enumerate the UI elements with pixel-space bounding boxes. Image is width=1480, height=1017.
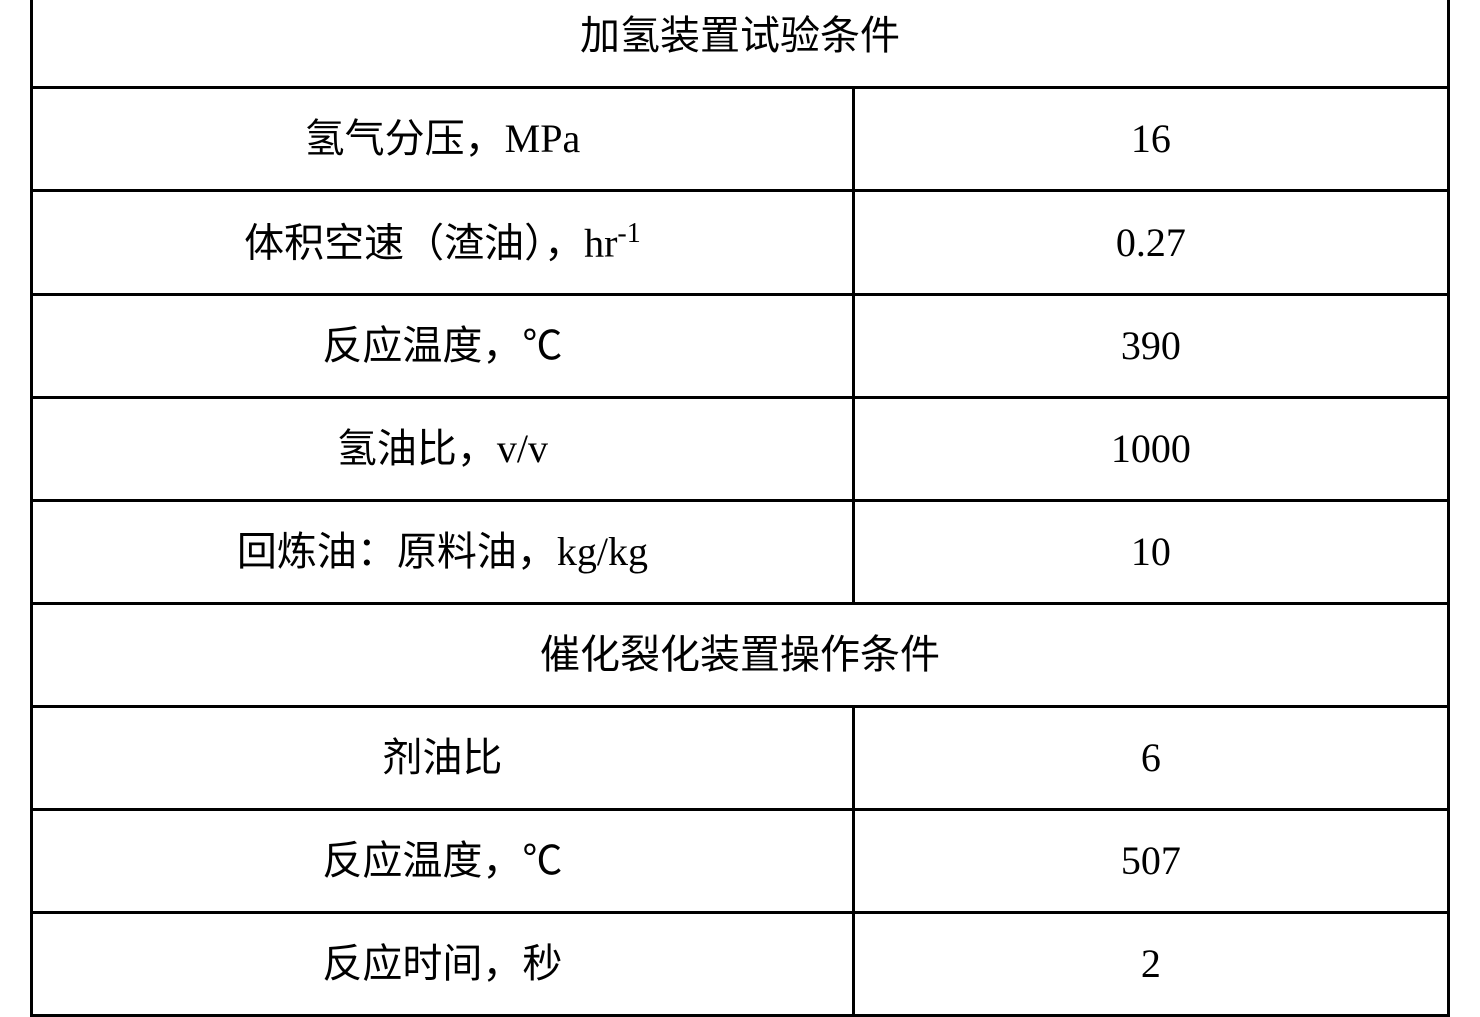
param-value: 507 [853,810,1448,913]
table-row: 反应时间，秒 2 [32,913,1449,1016]
param-value: 6 [853,707,1448,810]
param-value: 2 [853,913,1448,1016]
param-label: 剂油比 [32,707,854,810]
param-label: 体积空速（渣油），hr-1 [32,190,854,294]
table-row: 氢气分压，MPa 16 [32,87,1449,190]
section-header-row: 催化裂化装置操作条件 [32,604,1449,707]
param-label: 氢气分压，MPa [32,87,854,190]
section-header-row: 加氢装置试验条件 [32,0,1449,87]
table-row: 回炼油：原料油，kg/kg 10 [32,501,1449,604]
table-row: 剂油比 6 [32,707,1449,810]
param-label-sup: -1 [617,218,640,249]
section-header-2: 催化裂化装置操作条件 [32,604,1449,707]
param-value: 16 [853,87,1448,190]
param-value: 390 [853,295,1448,398]
conditions-table: 加氢装置试验条件 氢气分压，MPa 16 体积空速（渣油），hr-1 0.27 … [30,0,1450,1017]
table-row: 体积空速（渣油），hr-1 0.27 [32,190,1449,294]
conditions-table-container: 加氢装置试验条件 氢气分压，MPa 16 体积空速（渣油），hr-1 0.27 … [30,0,1450,1017]
param-value: 0.27 [853,190,1448,294]
table-row: 氢油比，v/v 1000 [32,398,1449,501]
table-row: 反应温度，℃ 507 [32,810,1449,913]
param-label: 氢油比，v/v [32,398,854,501]
param-value: 10 [853,501,1448,604]
param-label: 反应温度，℃ [32,295,854,398]
param-label: 回炼油：原料油，kg/kg [32,501,854,604]
section-header-1: 加氢装置试验条件 [32,0,1449,87]
param-label: 反应温度，℃ [32,810,854,913]
table-row: 反应温度，℃ 390 [32,295,1449,398]
param-label-base: 体积空速（渣油），hr [244,220,617,265]
param-value: 1000 [853,398,1448,501]
param-label: 反应时间，秒 [32,913,854,1016]
